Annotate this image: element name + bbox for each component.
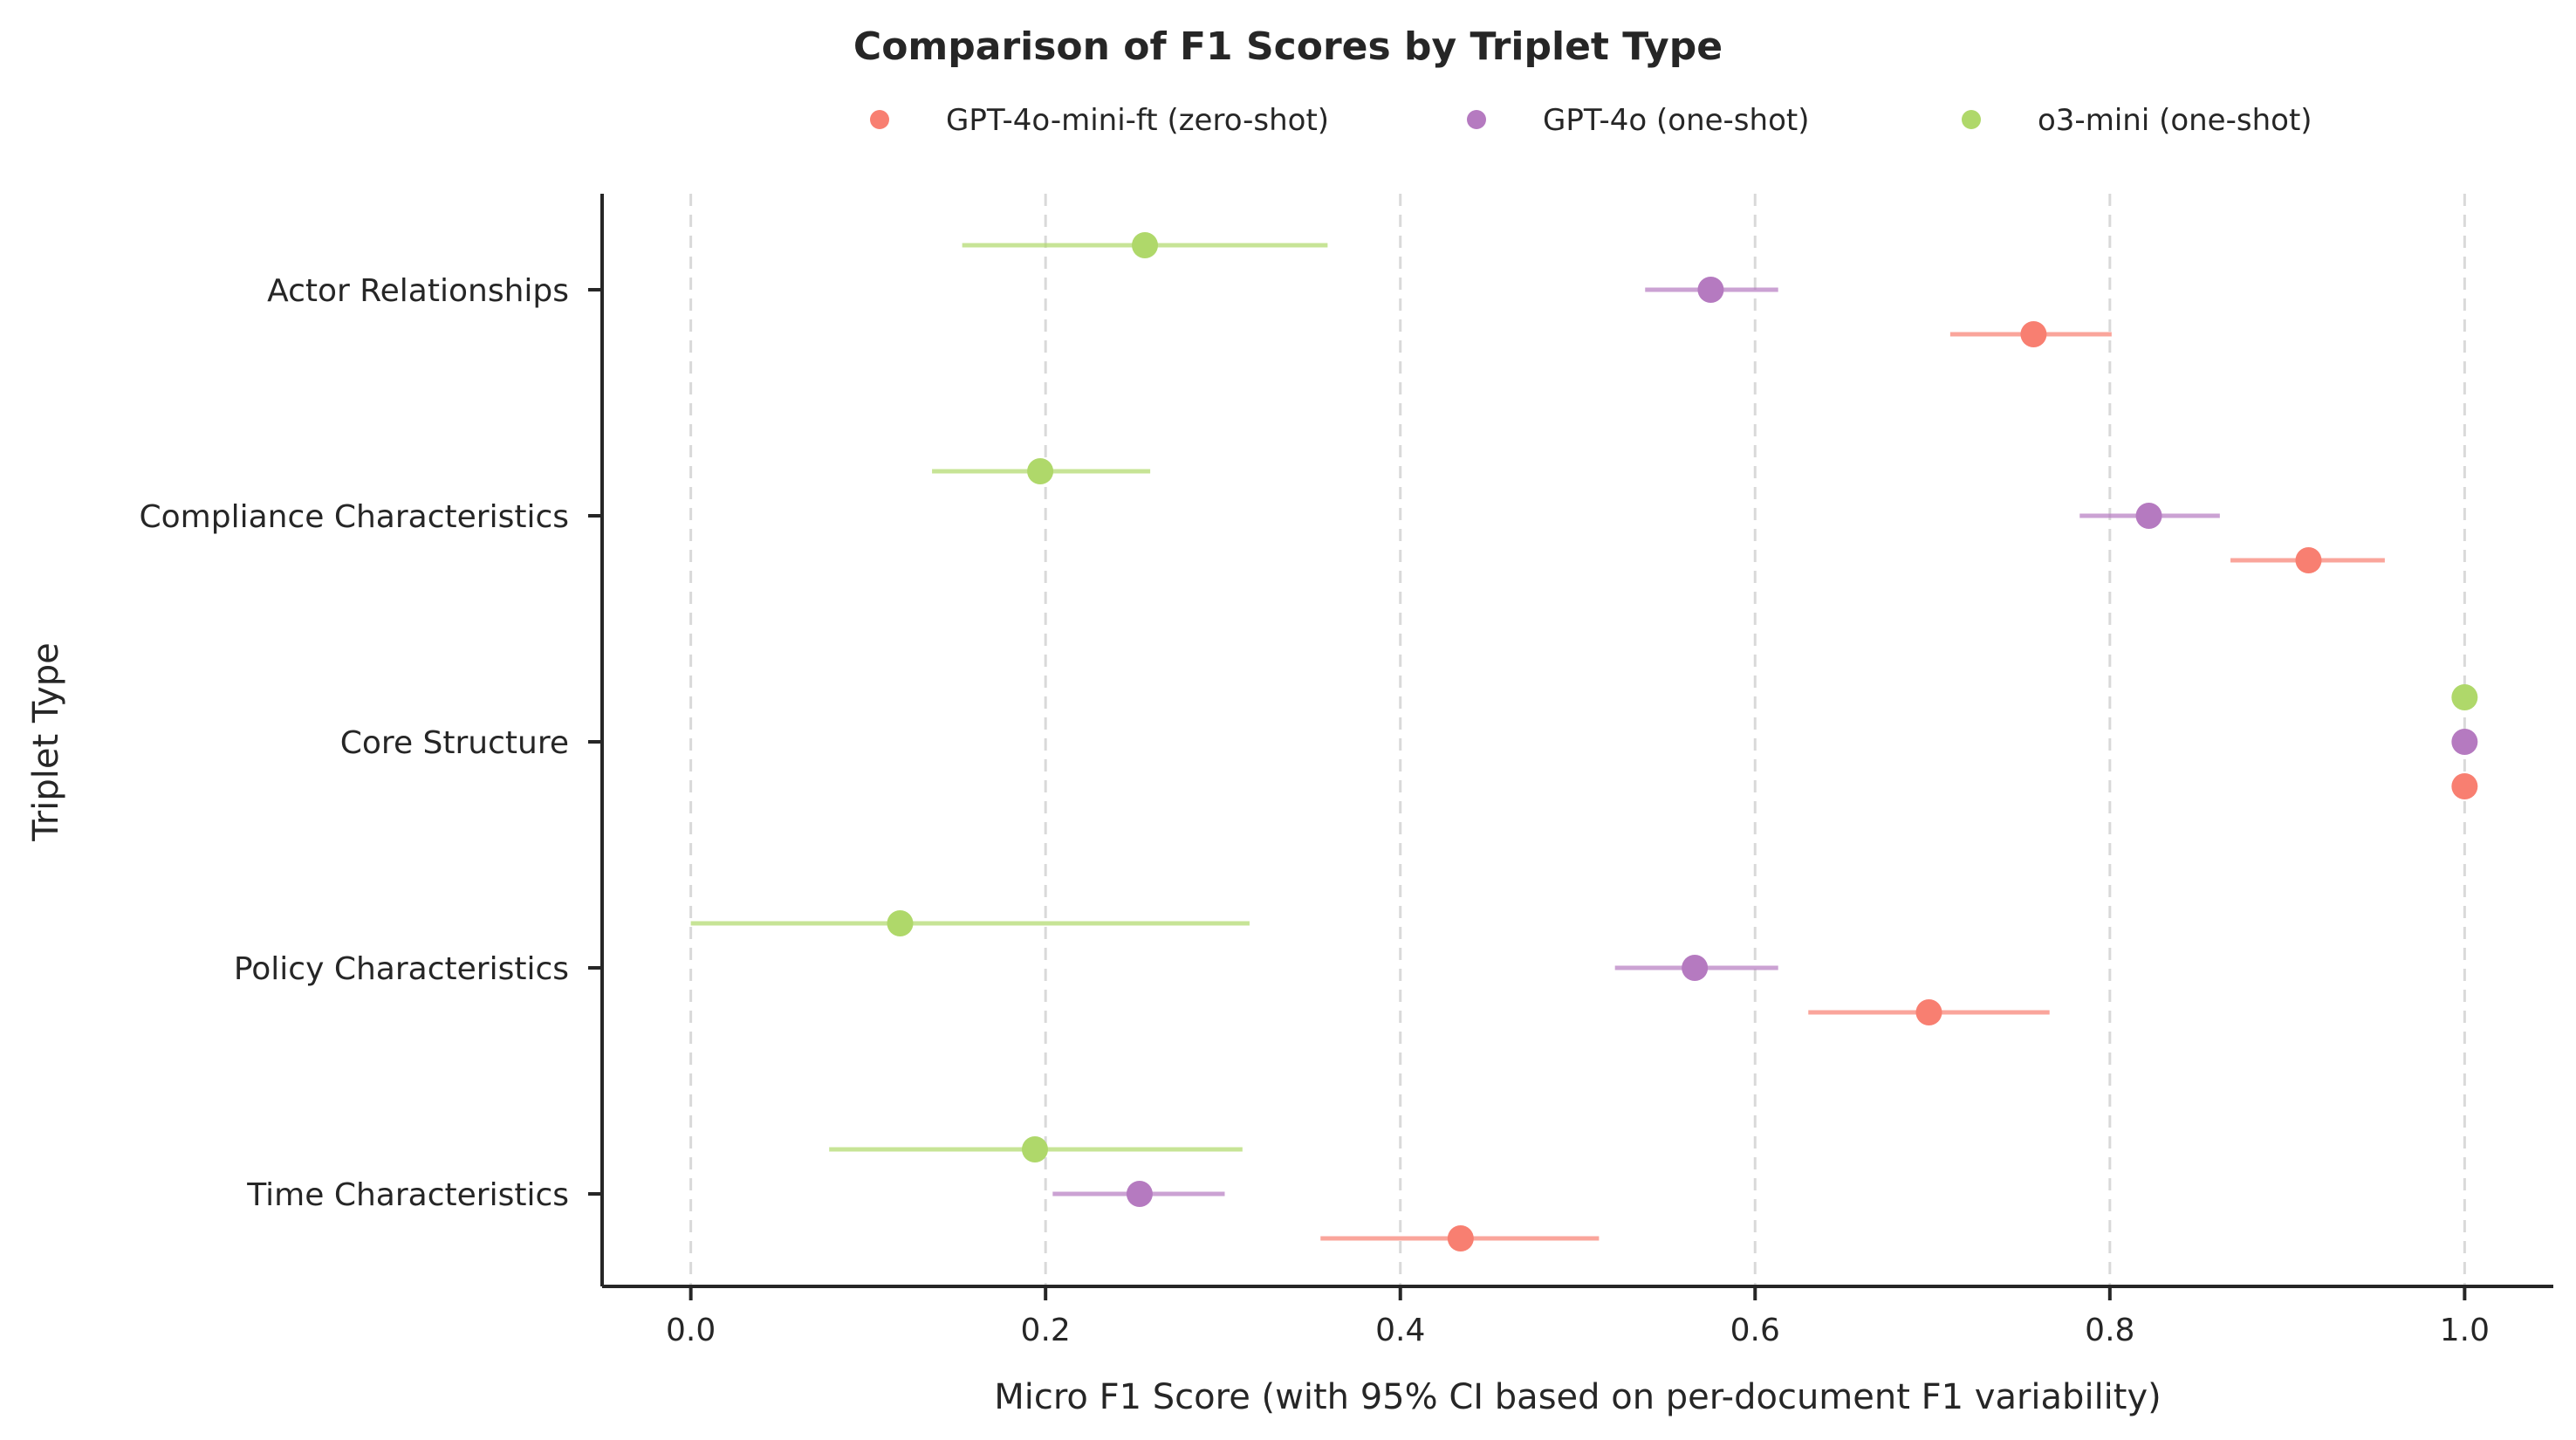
- legend-marker: [870, 110, 889, 129]
- data-point: [1027, 458, 1054, 484]
- y-tick-label: Time Characteristics: [246, 1177, 569, 1213]
- x-tick-label: 1.0: [2440, 1313, 2490, 1348]
- legend: GPT-4o-mini-ft (zero-shot) GPT-4o (one-sh…: [870, 103, 2312, 138]
- axes: [600, 194, 2553, 1288]
- data-point: [2135, 503, 2162, 529]
- x-axis-label: Micro F1 Score (with 95% CI based on per…: [994, 1377, 2162, 1417]
- y-tick-label: Actor Relationships: [267, 273, 569, 309]
- series-group: [1052, 277, 2478, 1207]
- data-point: [1697, 277, 1724, 303]
- series-group: [1320, 321, 2478, 1251]
- data-point: [2295, 547, 2322, 573]
- chart-title: Comparison of F1 Scores by Triplet Type: [853, 24, 1723, 69]
- series-group: [690, 232, 2478, 1162]
- x-tick-label: 0.8: [2085, 1313, 2134, 1348]
- x-tick-label: 0.0: [666, 1313, 716, 1348]
- x-gridlines: [689, 194, 2466, 1286]
- y-tick-label: Core Structure: [340, 725, 569, 761]
- y-ticks: Actor Relationships Compliance Characteri…: [139, 273, 602, 1213]
- x-tick-label: 0.4: [1375, 1313, 1425, 1348]
- data-point: [2451, 773, 2478, 799]
- data-point: [1447, 1225, 1474, 1251]
- data-point: [2451, 729, 2478, 755]
- data-point: [1132, 232, 1159, 258]
- data-point: [1021, 1136, 1048, 1162]
- series-layer: [690, 232, 2478, 1251]
- x-tick-label: 0.6: [1730, 1313, 1780, 1348]
- legend-marker: [1962, 110, 1981, 129]
- data-point: [2020, 321, 2047, 347]
- data-point: [2451, 684, 2478, 710]
- legend-marker: [1467, 110, 1486, 129]
- data-point: [1682, 955, 1709, 981]
- x-ticks: 0.0 0.2 0.4 0.6 0.8 1.0: [666, 1286, 2490, 1348]
- data-point: [1915, 999, 1942, 1025]
- x-tick-label: 0.2: [1021, 1313, 1071, 1348]
- legend-label: o3-mini (one-shot): [2038, 103, 2312, 138]
- y-tick-label: Compliance Characteristics: [139, 499, 569, 535]
- data-point: [1126, 1181, 1153, 1207]
- y-axis-label: Triplet Type: [26, 642, 66, 842]
- data-point: [887, 910, 914, 936]
- legend-label: GPT-4o-mini-ft (zero-shot): [946, 103, 1329, 138]
- y-tick-label: Policy Characteristics: [234, 951, 569, 987]
- legend-label: GPT-4o (one-shot): [1543, 103, 1809, 138]
